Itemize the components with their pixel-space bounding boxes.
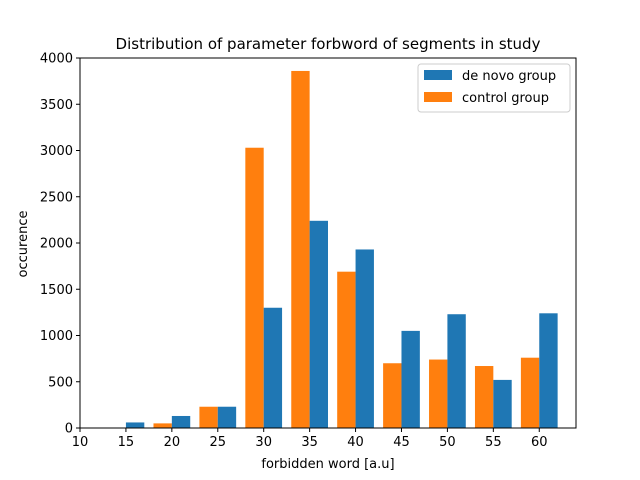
bar-de-novo-group-1 [171,415,191,428]
x-tick-label: 60 [531,435,548,450]
x-tick-label: 10 [72,435,89,450]
bar-de-novo-group-3 [263,307,283,428]
x-axis: 10 15 20 25 30 35 40 45 50 55 60 [72,428,548,450]
y-tick-label: 3000 [40,144,73,159]
bar-control-group-8 [474,366,494,428]
bar-control-group-5 [337,271,356,428]
bar-control-group-6 [383,363,402,428]
x-tick-label: 30 [255,435,272,450]
bars-group [125,70,558,429]
y-tick-label: 3500 [40,98,73,113]
y-tick-label: 4000 [40,52,73,67]
x-tick-label: 25 [210,435,227,450]
bar-de-novo-group-9 [539,313,558,428]
bar-de-novo-group-2 [217,406,237,428]
x-axis-label: forbidden word [a.u] [261,457,394,472]
y-axis: 0 500 1000 1500 2000 2500 3000 3500 4000 [40,52,80,437]
x-tick-label: 20 [164,435,181,450]
x-tick-label: 40 [347,435,364,450]
bar-control-group-1 [153,423,172,429]
y-tick-label: 0 [65,422,73,437]
x-tick-label: 50 [439,435,456,450]
bar-de-novo-group-8 [493,379,512,428]
bar-control-group-2 [199,406,218,428]
x-tick-label: 15 [118,435,135,450]
y-tick-label: 500 [48,375,73,390]
bar-de-novo-group-0 [125,422,145,428]
legend-label: de novo group [462,69,556,84]
y-tick-label: 2000 [40,237,73,252]
y-tick-label: 1000 [40,329,73,344]
bar-control-group-4 [291,70,310,428]
bar-de-novo-group-7 [447,314,466,428]
legend: de novo group control group [417,63,571,113]
bar-control-group-7 [429,359,448,428]
legend-swatch [424,70,452,80]
y-tick-label: 1500 [40,283,73,298]
bar-de-novo-group-4 [309,220,328,428]
x-tick-label: 45 [393,435,410,450]
x-tick-label: 55 [485,435,502,450]
chart-title: Distribution of parameter forbword of se… [116,35,541,53]
bar-control-group-3 [245,147,264,429]
bar-de-novo-group-5 [355,249,374,428]
legend-label: control group [462,91,549,106]
legend-box [417,63,571,113]
y-axis-label: occurence [16,211,31,278]
legend-swatch [424,92,452,102]
bar-de-novo-group-6 [401,330,420,429]
x-tick-label: 35 [301,435,318,450]
bar-control-group-9 [520,357,540,428]
y-tick-label: 2500 [40,190,73,205]
